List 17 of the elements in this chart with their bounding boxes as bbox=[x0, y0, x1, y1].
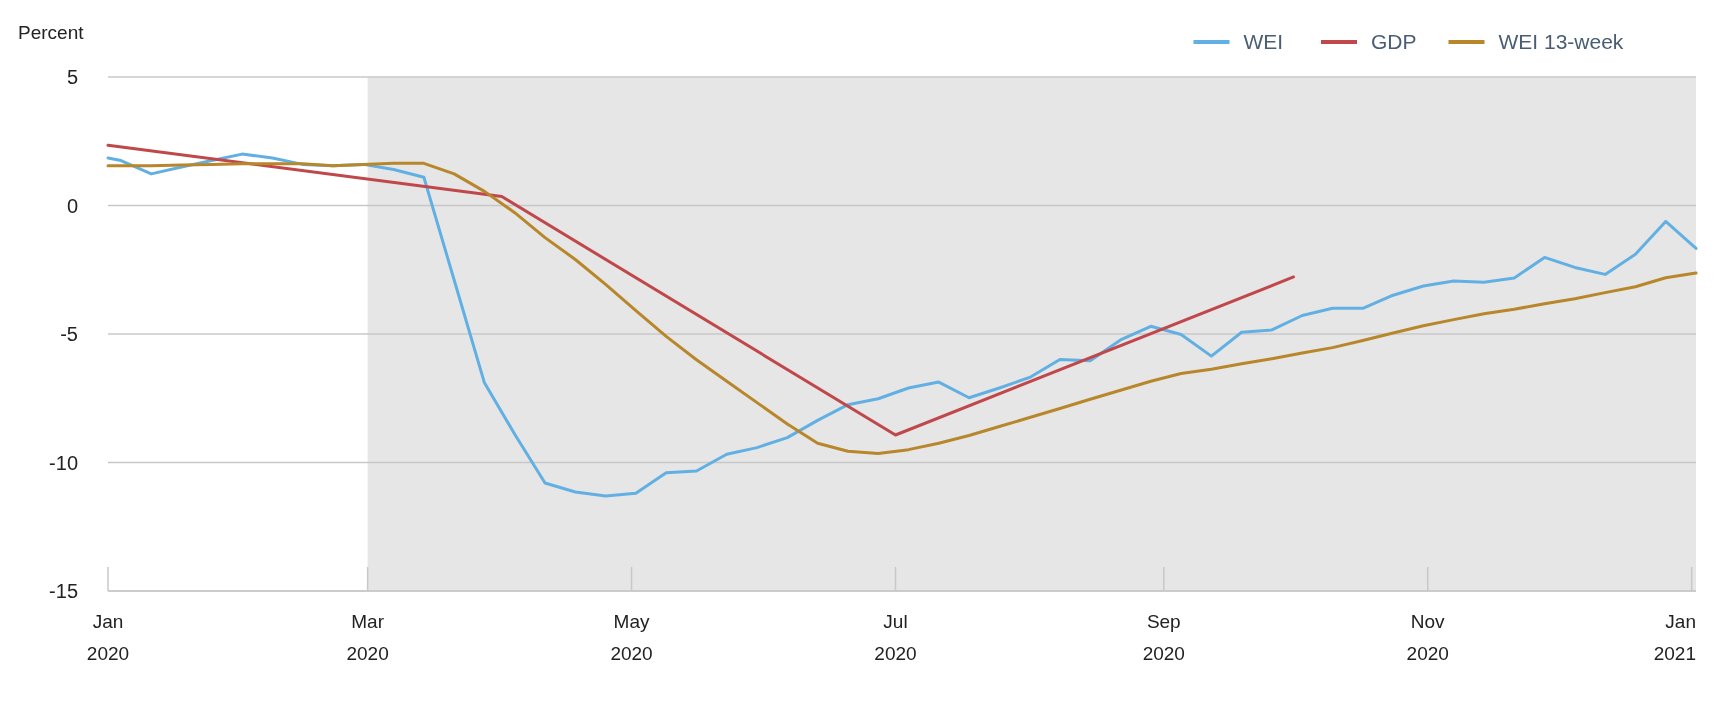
legend-label: WEI bbox=[1243, 30, 1284, 54]
y-tick-label: -10 bbox=[49, 451, 78, 474]
legend-label: WEI 13-week bbox=[1498, 30, 1624, 54]
x-tick-label: Mar 2020 bbox=[346, 611, 389, 664]
y-tick-label: -5 bbox=[60, 323, 78, 345]
x-tick-label: Jan 2020 bbox=[86, 611, 130, 664]
x-tick-label: Sep 2020 bbox=[1142, 611, 1185, 664]
line-series bbox=[106, 143, 1296, 437]
x-tick-label: Jul 2020 bbox=[874, 611, 917, 664]
x-tick-label: Nov 2020 bbox=[1406, 611, 1449, 664]
legend-label: GDP bbox=[1371, 30, 1417, 54]
x-tick-label: Jan 2021 bbox=[1653, 611, 1696, 664]
x-tick-label: May 2020 bbox=[610, 611, 653, 664]
y-axis-title: Percent bbox=[18, 22, 85, 43]
y-tick-label: -15 bbox=[49, 580, 78, 602]
y-tick-label: 5 bbox=[66, 66, 78, 88]
y-tick-label: 0 bbox=[66, 194, 78, 217]
